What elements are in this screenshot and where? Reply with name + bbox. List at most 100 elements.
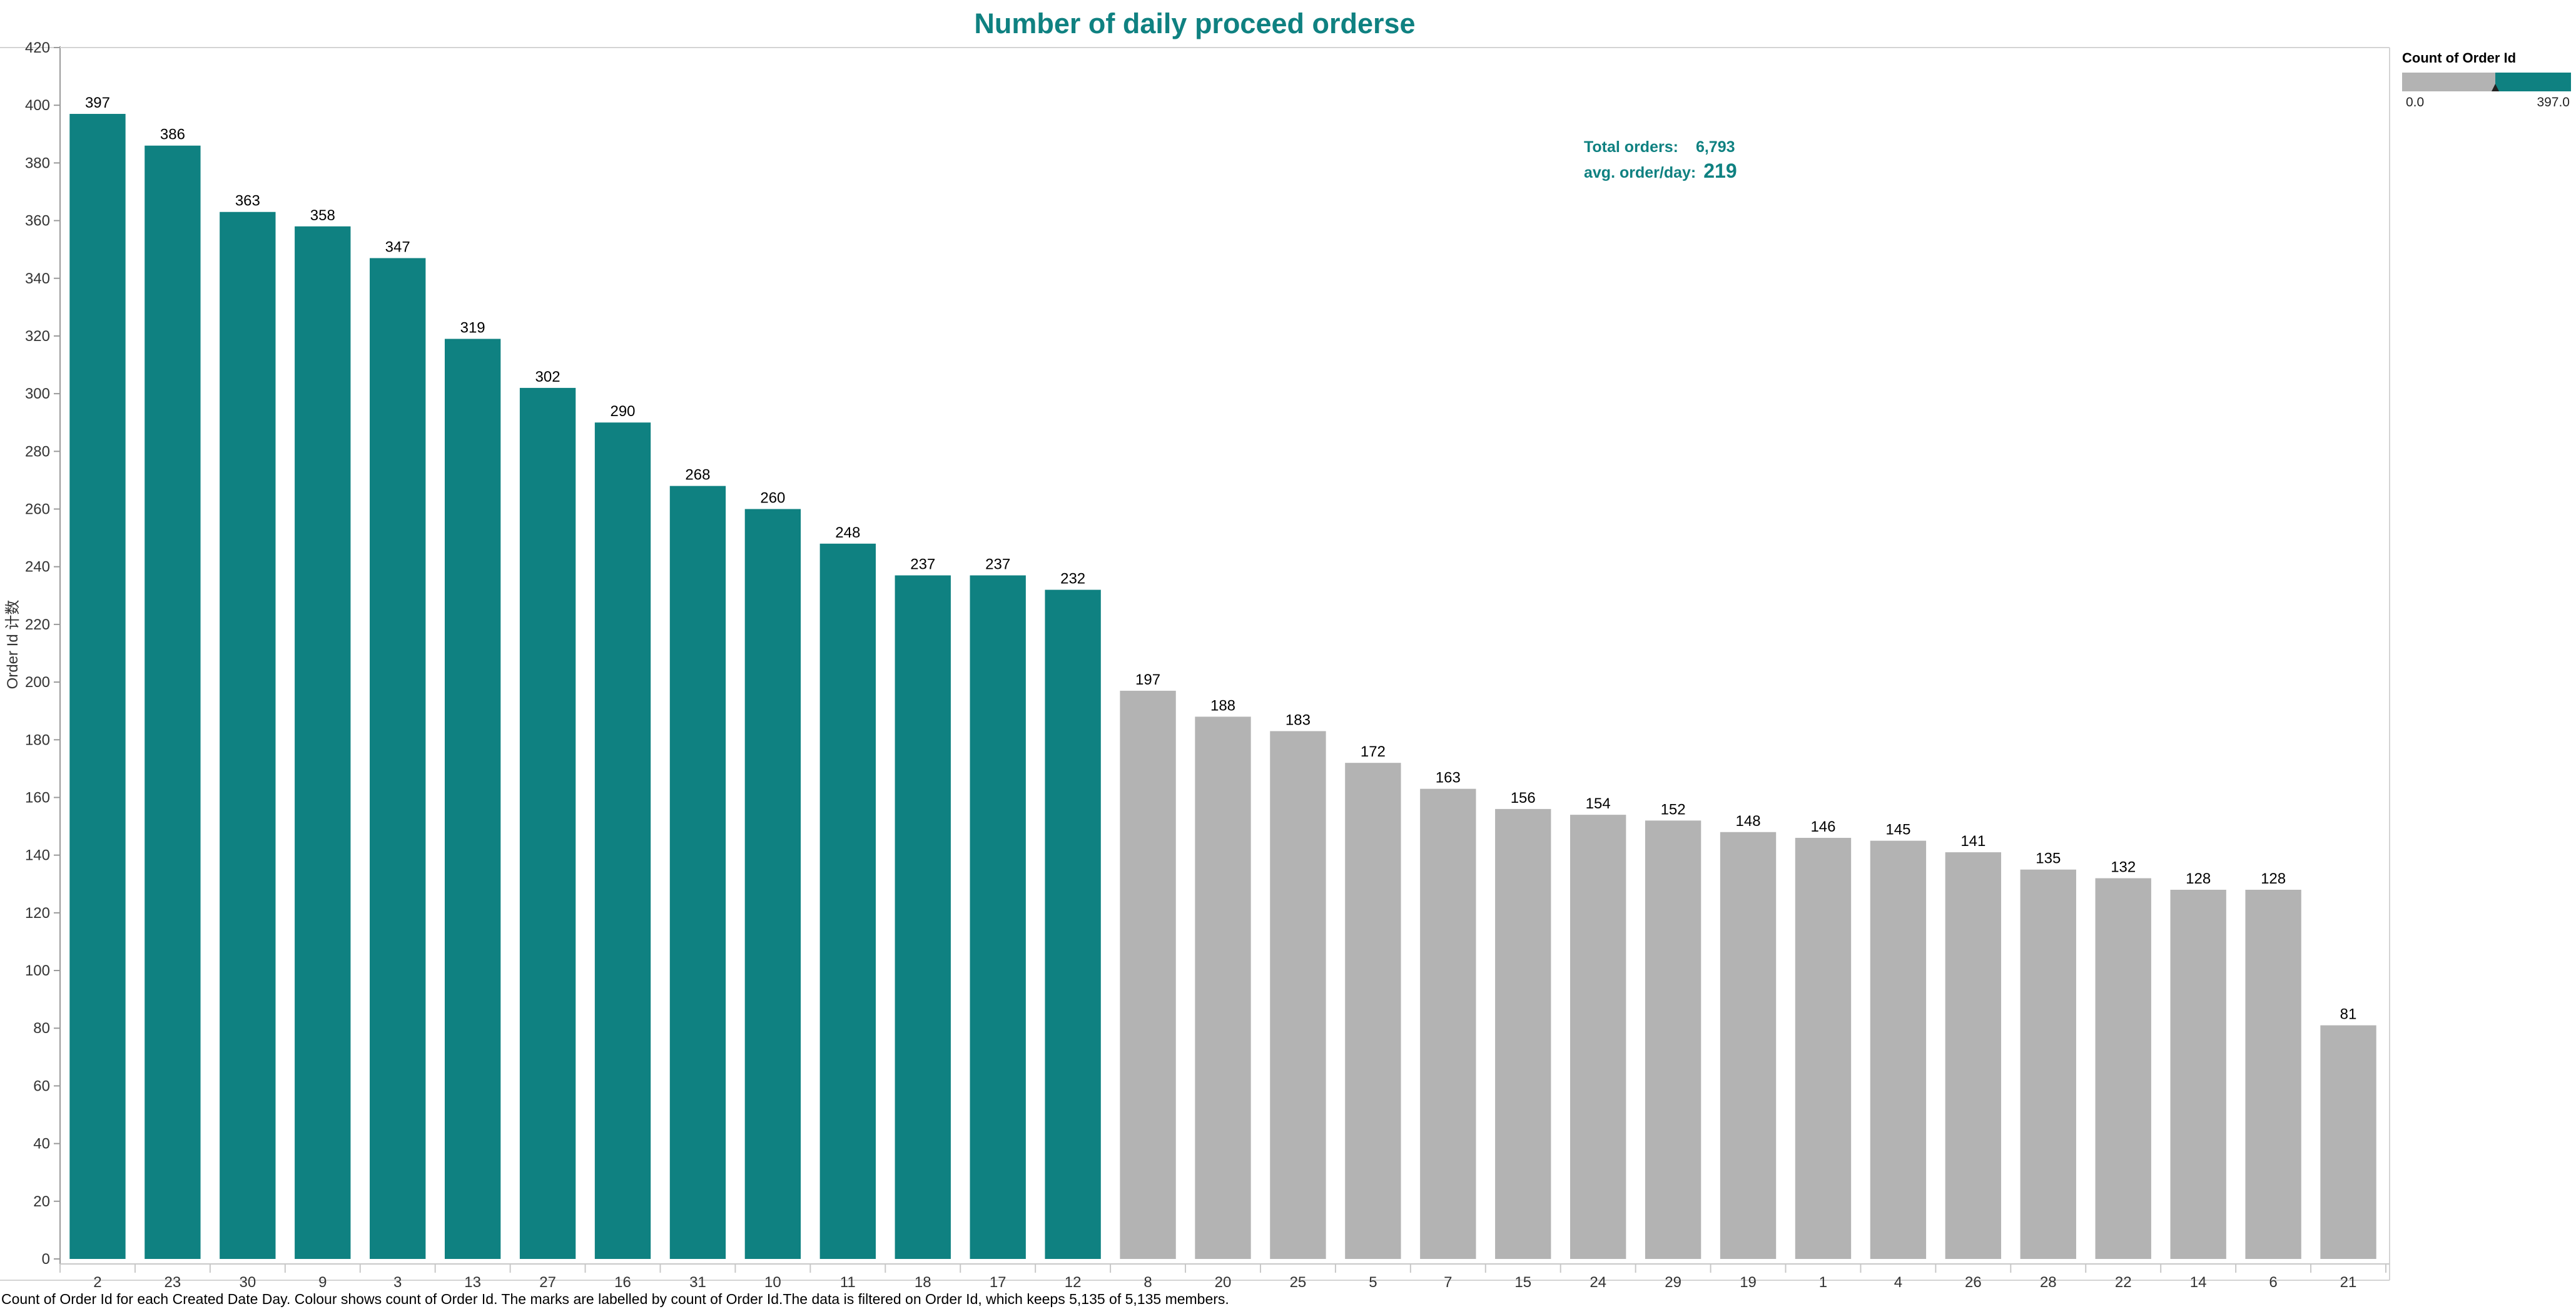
x-tick-label-day-2: 2 <box>93 1274 101 1289</box>
bar-day-31 <box>669 486 726 1259</box>
bar-day-12 <box>1045 589 1101 1259</box>
avg-order-label: avg. order/day: <box>1584 164 1696 181</box>
color-legend: Count of Order Id 0.0 397.0 <box>2402 50 2571 110</box>
y-tick-label: 100 <box>25 962 50 979</box>
value-label-day-24: 154 <box>1586 795 1611 812</box>
x-tick-label-day-7: 7 <box>1444 1274 1452 1289</box>
x-tick-label-day-21: 21 <box>2340 1274 2357 1289</box>
value-label-day-2: 397 <box>85 94 110 111</box>
y-tick-label: 300 <box>25 385 50 402</box>
y-tick-label: 260 <box>25 501 50 518</box>
legend-title: Count of Order Id <box>2402 50 2517 66</box>
bar-day-23 <box>145 145 201 1259</box>
total-orders-label: Total orders: <box>1584 138 1678 156</box>
x-tick-label-day-15: 15 <box>1514 1274 1531 1289</box>
legend-min-label: 0.0 <box>2406 95 2425 110</box>
chart-title: Number of daily proceed orderse <box>974 8 1416 39</box>
y-tick-label: 40 <box>33 1136 50 1153</box>
value-label-day-8: 197 <box>1135 671 1160 688</box>
y-tick-label: 180 <box>25 731 50 748</box>
y-tick-label: 380 <box>25 155 50 171</box>
value-label-day-25: 183 <box>1285 711 1311 728</box>
value-label-day-12: 232 <box>1060 571 1085 588</box>
x-tick-label-day-9: 9 <box>318 1274 327 1289</box>
avg-order-row: avg. order/day: 219 <box>1584 160 1737 186</box>
y-tick-label: 220 <box>25 616 50 633</box>
x-tick-label-day-17: 17 <box>990 1274 1007 1289</box>
x-tick-label-day-26: 26 <box>1965 1274 1982 1289</box>
value-label-day-16: 290 <box>610 403 635 420</box>
bar-day-20 <box>1195 716 1251 1259</box>
bar-day-8 <box>1120 690 1176 1259</box>
y-tick-label: 0 <box>42 1251 50 1268</box>
legend-color-ramp <box>2402 73 2571 91</box>
bar-day-16 <box>594 422 651 1260</box>
x-tick-label-day-29: 29 <box>1665 1274 1681 1289</box>
value-label-day-23: 386 <box>160 126 185 143</box>
bar-day-11 <box>819 543 876 1259</box>
y-tick-label: 160 <box>25 789 50 806</box>
x-tick-label-day-4: 4 <box>1894 1274 1902 1289</box>
value-label-day-1: 146 <box>1810 818 1835 835</box>
x-tick-label-day-20: 20 <box>1215 1274 1232 1289</box>
y-tick-label: 240 <box>25 559 50 576</box>
value-label-day-19: 148 <box>1736 813 1761 830</box>
value-label-day-14: 128 <box>2186 870 2211 887</box>
x-tick-label-day-18: 18 <box>915 1274 931 1289</box>
bar-day-1 <box>1795 838 1852 1259</box>
bar-day-5 <box>1345 763 1401 1259</box>
bar-day-25 <box>1270 731 1326 1259</box>
value-label-day-18: 237 <box>910 556 935 573</box>
bar-day-2 <box>69 114 126 1259</box>
x-tick-label-day-3: 3 <box>393 1274 402 1289</box>
x-axis-labels: 2 23 30 9 3 13 27 16 31 10 11 18 17 12 8 20 25 5 7 15 24 29 19… <box>59 1264 2386 1289</box>
bar-day-21 <box>2320 1025 2376 1259</box>
y-tick-label: 60 <box>33 1077 50 1094</box>
legend-low-segment <box>2402 73 2495 91</box>
y-tick-label: 320 <box>25 328 50 345</box>
y-tick-label: 20 <box>33 1193 50 1210</box>
value-label-day-20: 188 <box>1210 697 1235 714</box>
bar-day-10 <box>744 509 801 1259</box>
total-orders-row: Total orders: 6,793 <box>1584 136 1737 160</box>
value-label-day-29: 152 <box>1661 801 1686 818</box>
value-label-day-10: 260 <box>760 490 785 507</box>
bar-day-27 <box>519 387 576 1259</box>
total-orders-value: 6,793 <box>1695 138 1735 156</box>
value-label-day-17: 237 <box>985 556 1010 573</box>
value-label-day-13: 319 <box>460 320 485 337</box>
bar-day-6 <box>2245 889 2301 1259</box>
y-axis-label: Order Id 计数 <box>4 600 21 690</box>
chart-caption: Count of Order Id for each Created Date … <box>1 1291 1229 1307</box>
value-label-day-5: 172 <box>1361 743 1386 760</box>
legend-max-label: 397.0 <box>2537 95 2570 110</box>
bar-day-9 <box>295 226 351 1259</box>
y-tick-label: 360 <box>25 213 50 230</box>
bar-day-24 <box>1570 815 1626 1259</box>
legend-scale: 0.0 397.0 <box>2402 95 2571 110</box>
value-label-day-27: 302 <box>535 369 560 385</box>
x-tick-label-day-25: 25 <box>1290 1274 1307 1289</box>
value-label-day-31: 268 <box>685 467 710 484</box>
y-tick-label: 400 <box>25 97 50 114</box>
value-label-day-9: 358 <box>310 207 335 224</box>
value-label-day-11: 248 <box>835 524 860 541</box>
bar-day-18 <box>895 575 951 1259</box>
x-tick-label-day-12: 12 <box>1065 1274 1082 1289</box>
value-label-day-6: 128 <box>2261 870 2286 887</box>
x-tick-label-day-22: 22 <box>2115 1274 2132 1289</box>
value-label-day-7: 163 <box>1436 770 1461 787</box>
x-tick-label-day-23: 23 <box>165 1274 181 1289</box>
bar-day-17 <box>970 575 1026 1259</box>
y-tick-label: 280 <box>25 443 50 460</box>
value-label-day-21: 81 <box>2340 1006 2357 1023</box>
avg-order-value: 219 <box>1703 160 1737 182</box>
x-tick-label-day-8: 8 <box>1143 1274 1152 1289</box>
x-tick-label-day-5: 5 <box>1369 1274 1377 1289</box>
bar-day-22 <box>2095 878 2151 1259</box>
value-label-day-15: 156 <box>1511 790 1536 807</box>
x-tick-label-day-1: 1 <box>1819 1274 1827 1289</box>
y-tick-label: 120 <box>25 905 50 922</box>
bar-day-4 <box>1870 840 1927 1259</box>
bar-day-28 <box>2020 869 2076 1259</box>
